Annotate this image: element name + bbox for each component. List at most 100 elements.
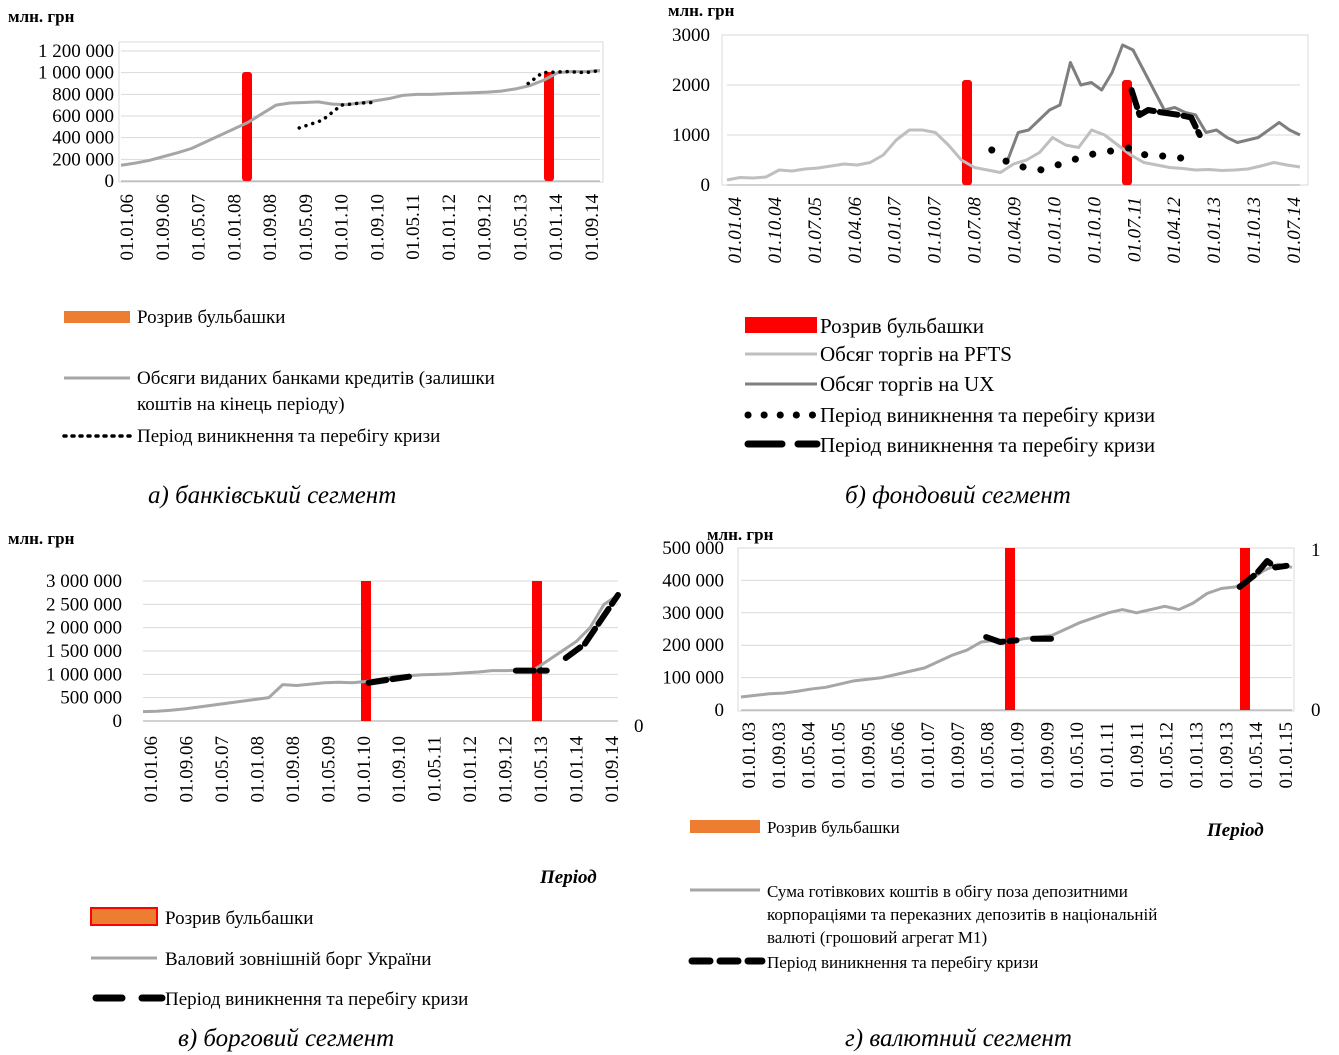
x-tick-label: 01.09.12 [496,736,517,803]
legend-b-burst-label: Розрив бульбашки [820,314,984,338]
x-tick-label: 01.07.08 [965,197,986,264]
x-tick-label: 01.01.06 [117,194,138,261]
panel-d-unit-label: млн. грн [707,525,774,544]
bubble-burst-bar [544,72,554,181]
crisis-period-line [1236,557,1290,590]
panel-d-x-title: Період [1206,820,1264,841]
x-tick-label: 01.05.13 [510,194,531,261]
legend-a-credit-label-1: Обсяги виданих банками кредитів (залишки [137,368,495,389]
x-tick-label: 01.09.13 [1216,722,1237,789]
panel-c-series [142,592,621,714]
panel-a-plot-frame [118,41,604,183]
bubble-burst-bar [962,80,972,185]
y-tick-label: 600 000 [52,106,114,127]
y-tick-label: 400 000 [52,128,114,149]
y-tick-label: 1 000 000 [38,63,114,84]
series-line [120,69,601,167]
panel-c-caption: в) борговий сегмент [178,1025,394,1052]
panel-d-grid [741,547,1292,711]
x-tick-label: 01.09.06 [153,194,174,261]
bubble-burst-bar [1005,548,1015,710]
x-tick-label: 01.01.12 [460,736,481,803]
y-tick-label: 1 500 000 [46,641,122,662]
x-tick-label: 01.04.09 [1005,197,1026,264]
x-tick-label: 01.05.08 [978,722,999,789]
y-tick-label: 0 [701,175,711,196]
x-tick-label: 01.07.14 [1284,197,1305,264]
panel-d-secondary-y-one: 1 [1311,540,1321,561]
legend-b-ux-label: Обсяг торгів на UX [820,372,994,396]
panel-a-grid [121,50,600,182]
legend-d-burst-swatch [690,820,760,833]
panel-b-series [726,43,1301,182]
x-tick-label: 01.01.08 [247,736,268,803]
panel-b-unit-label: млн. грн [668,1,735,20]
y-tick-label: 100 000 [662,668,724,689]
x-tick-label: 01.10.07 [925,196,946,264]
y-tick-label: 500 000 [60,688,122,709]
x-tick-label: 01.01.10 [1044,197,1065,264]
x-tick-label: 01.09.08 [260,194,281,261]
series-line [726,128,1301,182]
crisis-period-line [562,592,621,661]
panel-b-grid [727,34,1300,186]
legend-a-burst-label: Розрив бульбашки [137,307,285,328]
x-tick-label: 01.09.09 [1037,722,1058,789]
x-tick-label: 01.07.05 [805,197,826,264]
x-tick-label: 01.01.13 [1204,197,1225,264]
legend-a-burst-swatch [64,311,130,323]
x-tick-label: 01.05.11 [403,194,424,260]
x-tick-label: 01.09.12 [475,194,496,261]
x-tick-label: 01.09.11 [1127,722,1148,788]
y-tick-label: 1 000 000 [46,664,122,685]
legend-c-burst-label: Розрив бульбашки [165,908,313,929]
x-tick-label: 01.09.14 [582,194,603,261]
panel-c-x-ticks: 01.01.06 01.09.06 01.05.07 01.01.08 01.09.08… [141,736,623,803]
panel-c-secondary-y-zero: 0 [634,716,644,737]
panel-c-grid [143,580,618,722]
x-tick-label: 01.09.10 [367,194,388,261]
x-tick-label: 01.05.09 [296,194,317,261]
x-tick-label: 01.10.04 [765,197,786,264]
x-tick-label: 01.05.12 [1157,722,1178,789]
panel-b-y-ticks: 0 1000 2000 3000 [672,25,710,196]
panel-d-secondary-y-zero: 0 [1311,700,1321,721]
x-tick-label: 01.09.06 [176,736,197,803]
panel-c-x-title: Період [539,867,597,888]
crisis-period-line [988,144,1201,174]
y-tick-label: 200 000 [662,635,724,656]
legend-c-burst-swatch [90,907,158,926]
legend-c-crisis-label: Період виникнення та перебігу кризи [165,989,468,1010]
legend-b-crisis-dashes-label: Період виникнення та перебігу кризи [820,433,1155,457]
x-tick-label: 01.09.10 [389,736,410,803]
series-line [142,593,619,714]
x-tick-label: 01.01.07 [885,196,906,264]
y-tick-label: 500 000 [662,538,724,559]
panel-a-bursts [242,72,554,181]
y-tick-label: 1000 [672,125,710,146]
y-tick-label: 800 000 [52,84,114,105]
panel-d-y-ticks: 0 100 000 200 000 300 000 400 000 500 000 [662,538,724,721]
y-tick-label: 2 000 000 [46,618,122,639]
y-tick-label: 400 000 [662,570,724,591]
x-tick-label: 01.09.07 [948,722,969,789]
panel-a-x-ticks: 01.01.06 01.09.06 01.05.07 01.01.08 01.09.08… [117,194,603,261]
panel-a-series [120,68,602,167]
y-tick-label: 0 [105,171,115,192]
panel-c-unit-label: млн. грн [8,529,75,548]
bubble-burst-bar [1240,548,1250,710]
x-tick-label: 01.09.05 [858,722,879,789]
x-tick-label: 01.01.07 [918,722,939,789]
x-tick-label: 01.01.04 [725,197,746,264]
x-tick-label: 01.01.03 [739,722,760,789]
x-tick-label: 01.05.13 [531,736,552,803]
panel-d-bursts [1005,548,1250,710]
crisis-period-line [526,68,602,86]
panel-d-x-ticks: 01.01.03 01.09.03 01.05.04 01.01.05 01.09.05… [739,722,1297,789]
legend-a-crisis-label: Період виникнення та перебігу кризи [137,426,440,447]
legend-d-m1-label-2: корпораціями та переказних депозитів в н… [767,905,1157,924]
x-tick-label: 01.01.14 [567,736,588,803]
